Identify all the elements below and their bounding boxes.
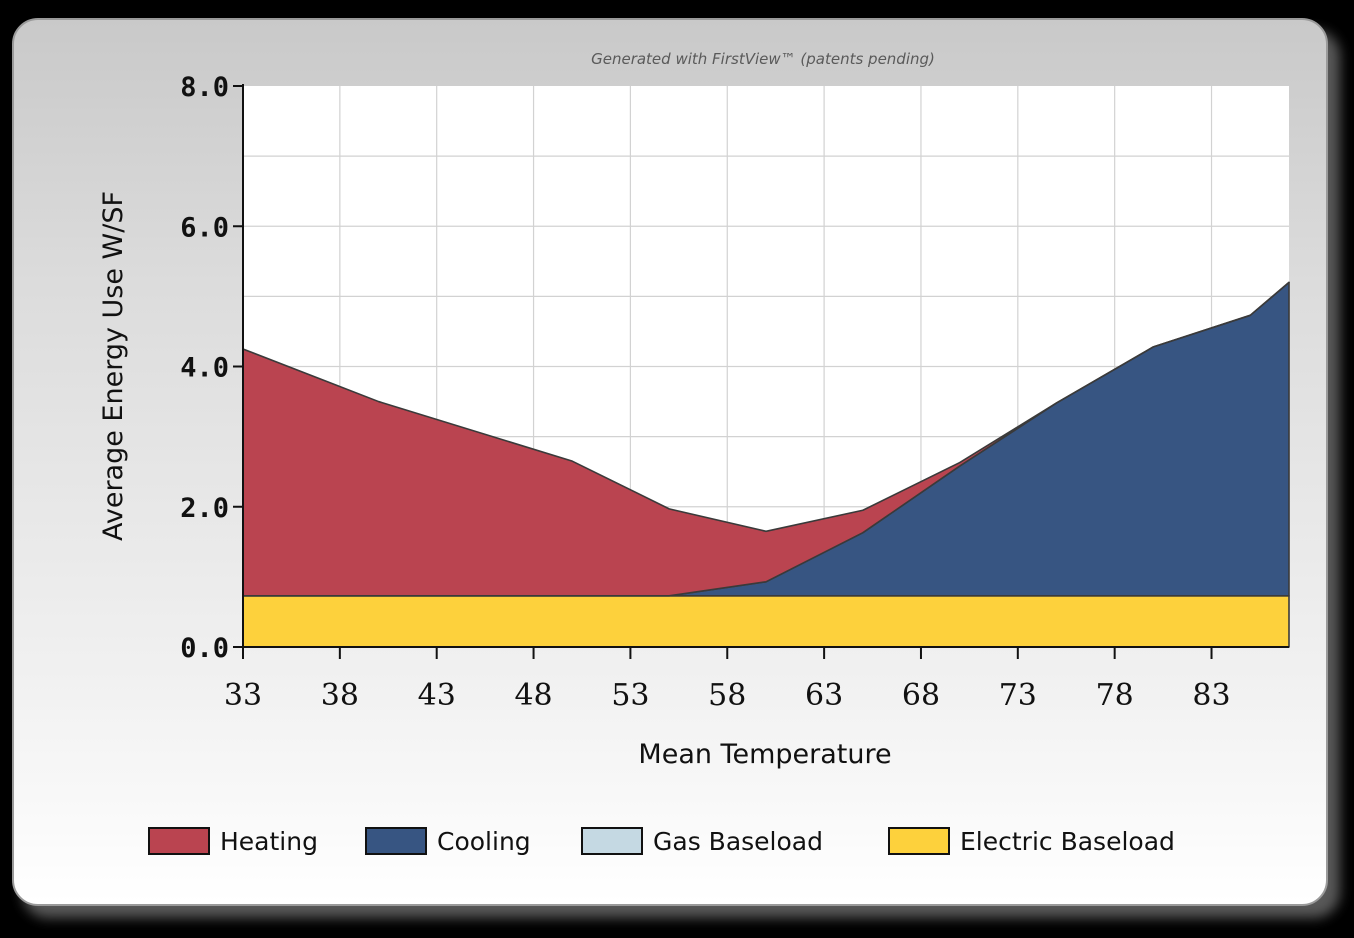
area-heating (242, 281, 1290, 597)
area-electric-baseload (242, 595, 1290, 648)
legend-label: Gas Baseload (653, 827, 823, 856)
y-tick-label: 0.0 (180, 633, 229, 664)
x-axis-title: Mean Temperature (638, 739, 891, 770)
x-tick-label: 38 (321, 678, 359, 713)
x-tick-label: 53 (611, 678, 649, 713)
x-tick-label: 43 (418, 678, 456, 713)
x-tick-label: 63 (805, 678, 843, 713)
legend-label: Electric Baseload (960, 827, 1175, 856)
legend-swatch (888, 827, 950, 855)
legend-swatch (148, 827, 210, 855)
x-tick-label: 58 (708, 678, 746, 713)
y-tick-label: 6.0 (180, 212, 229, 243)
x-tick-label: 33 (224, 678, 262, 713)
legend: Heating Cooling Gas Baseload Electric Basel… (148, 827, 1175, 856)
legend-label: Heating (220, 827, 318, 856)
y-tick-label: 8.0 (180, 72, 229, 103)
x-tick-label: 83 (1192, 678, 1230, 713)
legend-item-cooling: Cooling (365, 827, 531, 856)
legend-swatch (365, 827, 427, 855)
y-axis-title: Average Energy Use W/SF (98, 191, 129, 541)
legend-item-electric-baseload: Electric Baseload (888, 827, 1175, 856)
x-tick-label: 68 (902, 678, 940, 713)
x-tick-label: 48 (514, 678, 552, 713)
legend-label: Cooling (437, 827, 531, 856)
x-tick-label: 73 (999, 678, 1037, 713)
credit-text: Generated with FirstView™ (patents pendi… (591, 50, 935, 68)
y-tick-label: 2.0 (180, 493, 229, 524)
legend-item-gas-baseload: Gas Baseload (581, 827, 823, 856)
x-tick-label: 78 (1096, 678, 1134, 713)
y-tick-label: 4.0 (180, 353, 229, 384)
legend-item-heating: Heating (148, 827, 318, 856)
axes: 0.0 2.0 4.0 6.0 8.0 33 38 43 48 53 58 63 68 73 78 83 (180, 72, 1289, 713)
legend-swatch (581, 827, 643, 855)
